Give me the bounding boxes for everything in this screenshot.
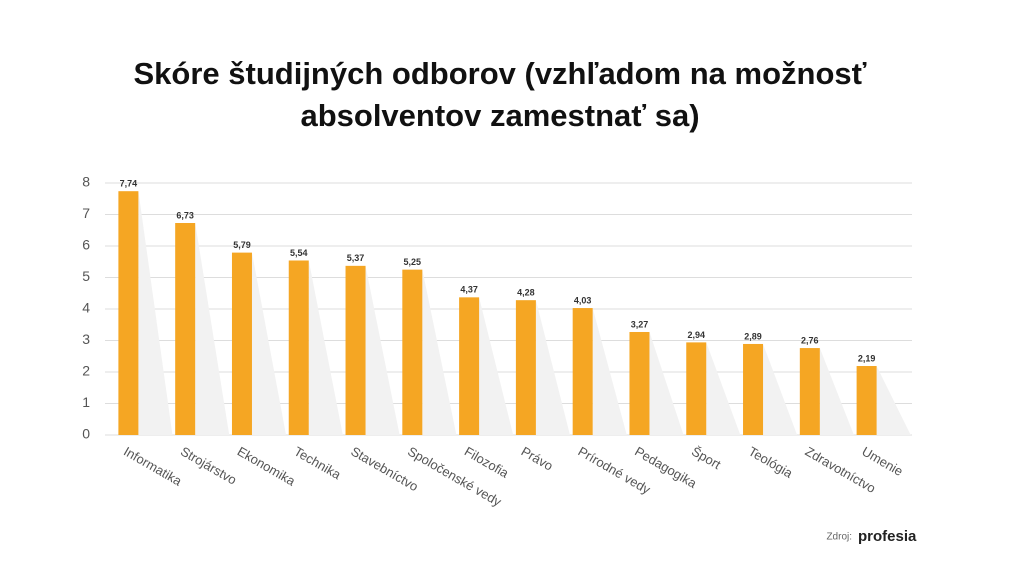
x-tick-label: Teológia [746, 444, 796, 482]
bar-shadow [365, 265, 400, 435]
value-label: 4,37 [460, 285, 478, 295]
value-label: 6,73 [176, 210, 194, 220]
y-tick-label: 0 [82, 426, 90, 442]
y-tick-label: 8 [82, 174, 90, 190]
bar-shadow [763, 343, 798, 435]
bar-shadow [876, 366, 911, 435]
value-label: 4,03 [574, 295, 592, 305]
x-tick-label: Technika [292, 444, 345, 483]
x-tick-label: Umenie [859, 444, 905, 479]
value-label: 2,19 [858, 353, 876, 363]
bar [799, 348, 820, 435]
source: profesia [858, 528, 917, 545]
bar-shadow [649, 331, 684, 435]
bar [345, 265, 366, 435]
x-tick-label: Šport [689, 444, 724, 473]
x-tick-label: Právo [519, 444, 556, 474]
y-tick-label: 4 [82, 300, 90, 316]
y-tick-label: 5 [82, 268, 90, 284]
bar [629, 331, 650, 435]
bar-shadow [819, 348, 854, 435]
value-label: 2,94 [687, 330, 705, 340]
value-label: 3,27 [631, 319, 649, 329]
bar-shadow [251, 252, 287, 435]
bar [686, 342, 707, 435]
y-tick-label: 7 [82, 205, 90, 221]
bar-shadow [308, 260, 343, 435]
y-tick-label: 3 [82, 331, 90, 347]
bar [459, 297, 480, 435]
x-tick-label: Ekonomika [235, 444, 299, 490]
bar [515, 300, 536, 435]
value-label: 2,76 [801, 335, 819, 345]
chart-title: absolventov zamestnať sa) [300, 98, 699, 133]
value-label: 4,28 [517, 288, 535, 298]
value-label: 5,25 [404, 257, 422, 267]
bar-shadow [535, 300, 570, 435]
bar [572, 308, 593, 435]
bar [856, 366, 877, 435]
x-tick-label: Strojárstvo [178, 444, 239, 488]
source-label: Zdroj: [826, 532, 852, 543]
bar-shadow [422, 269, 457, 435]
bar-shadow [706, 342, 741, 435]
bar [288, 260, 309, 435]
x-tick-label: Spoločenské vedy [405, 444, 504, 510]
bar-shadow [479, 297, 514, 435]
y-tick-label: 1 [82, 394, 90, 410]
value-label: 2,89 [744, 331, 762, 341]
bar [231, 252, 252, 435]
y-tick-label: 6 [82, 237, 90, 253]
bar [118, 191, 139, 435]
value-label: 5,79 [233, 240, 251, 250]
bar-shadow [138, 191, 173, 435]
x-tick-label: Informatika [121, 444, 185, 490]
value-label: 5,54 [290, 248, 308, 258]
bar [175, 223, 196, 435]
bar-shadow [592, 308, 627, 435]
value-label: 7,74 [120, 179, 138, 189]
value-label: 5,37 [347, 253, 365, 263]
bar [743, 343, 764, 435]
chart-title: Skóre študijných odborov (vzhľadom na mo… [134, 56, 867, 91]
y-tick-label: 2 [82, 363, 90, 379]
bar-shadow [195, 223, 230, 435]
bar [402, 269, 423, 435]
